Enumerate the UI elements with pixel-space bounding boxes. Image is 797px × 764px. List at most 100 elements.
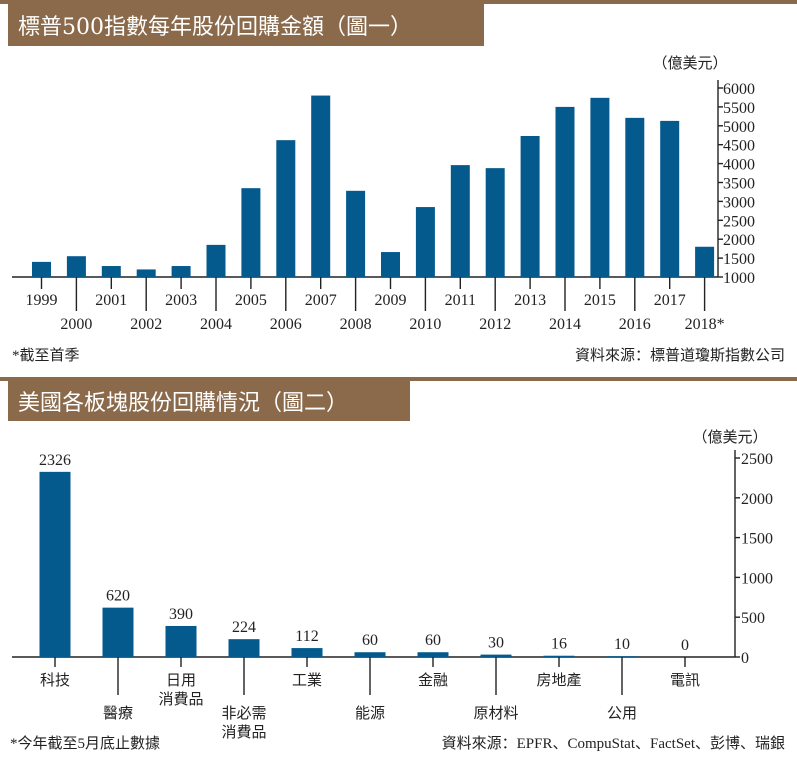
bar-2017 — [660, 120, 680, 277]
category-label: 原材料 — [473, 705, 518, 722]
y-tick-label: 5000 — [723, 119, 755, 136]
bar-非必需消費品 — [228, 639, 260, 657]
value-label: 224 — [232, 619, 256, 636]
bar-2009 — [381, 252, 400, 277]
y-tick-label: 1000 — [741, 570, 773, 587]
category-label: 電訊 — [670, 672, 700, 689]
bar-2002 — [136, 269, 156, 277]
header-rule-1 — [0, 0, 797, 4]
y-tick-label: 2000 — [741, 491, 773, 508]
category-label: 工業 — [292, 672, 322, 689]
bar-房地產 — [543, 655, 575, 657]
y-tick-label: 1500 — [723, 251, 755, 268]
y-tick-label: 0 — [741, 650, 749, 667]
category-label: 科技 — [40, 672, 70, 689]
chart2-note: *今年截至5月底止數據 — [10, 735, 160, 752]
category-label: 日用消費品 — [158, 673, 203, 708]
y-tick-label: 2000 — [723, 232, 755, 249]
chart2-plot: 0 500 1000 1500 2000 2500 2326 科技 620 醫療 390 日用消費品 2… — [12, 450, 773, 741]
x-tick-label: 2002 — [130, 316, 162, 333]
x-tick-label: 2014 — [549, 316, 581, 333]
bar-2011 — [450, 165, 470, 277]
bar-醫療 — [102, 607, 134, 657]
chart1-unit: （億美元） — [652, 55, 727, 72]
bar-2007 — [311, 95, 331, 277]
value-label: 0 — [681, 637, 689, 654]
y-tick-label: 2500 — [741, 451, 773, 468]
category-label: 公用 — [607, 706, 637, 722]
value-label: 60 — [425, 632, 441, 649]
x-tick-label: 2016 — [619, 316, 651, 333]
value-label: 2326 — [39, 452, 71, 469]
bar-能源 — [354, 652, 386, 657]
y-tick-label: 500 — [741, 610, 765, 627]
chart2-source: 資料來源：EPFR、CompuStat、FactSet、彭博、瑞銀 — [442, 735, 785, 752]
y-tick-label: 4000 — [723, 157, 755, 174]
y-tick-label: 1500 — [741, 531, 773, 548]
bar-2006 — [276, 140, 296, 277]
category-label: 非必需消費品 — [221, 705, 266, 741]
bar-2000 — [66, 256, 86, 277]
chart2-title-bg — [8, 381, 410, 421]
chart2-title: 美國各板塊股份回購情況（圖二） — [18, 391, 348, 416]
header-rule-2 — [0, 377, 797, 381]
x-tick-label: 2018* — [685, 316, 725, 333]
y-tick-label: 2500 — [723, 213, 755, 230]
bar-2010 — [415, 207, 435, 277]
x-tick-label: 2008 — [340, 316, 372, 333]
x-tick-label: 2000 — [60, 316, 92, 333]
bar-日用消費品 — [165, 625, 197, 657]
category-label: 醫療 — [103, 705, 133, 722]
bar-2012 — [485, 168, 505, 277]
bar-金融 — [417, 652, 449, 657]
y-tick-label: 4500 — [723, 138, 755, 155]
bar-2014 — [555, 106, 575, 278]
value-label: 390 — [169, 606, 193, 623]
x-tick-label: 2005 — [235, 292, 267, 309]
x-tick-label: 2013 — [514, 292, 546, 309]
x-tick-label: 2011 — [445, 292, 476, 309]
y-tick-label: 5500 — [723, 100, 755, 117]
bar-2015 — [590, 97, 610, 277]
bar-工業 — [291, 648, 323, 657]
bar-2003 — [171, 266, 191, 277]
chart2-unit: （億美元） — [692, 429, 767, 446]
x-tick-label: 2015 — [584, 292, 616, 309]
bar-2001 — [101, 266, 121, 277]
bar-公用 — [606, 656, 638, 657]
x-tick-label: 1999 — [26, 292, 58, 309]
value-label: 112 — [295, 628, 318, 645]
value-label: 30 — [488, 635, 504, 652]
bar-科技 — [39, 471, 71, 657]
value-label: 620 — [106, 588, 130, 605]
bar-2013 — [520, 136, 540, 277]
value-label: 10 — [614, 636, 630, 653]
category-label: 房地產 — [536, 672, 581, 689]
category-label: 金融 — [418, 672, 448, 689]
y-tick-label: 3000 — [723, 194, 755, 211]
bar-2005 — [241, 188, 261, 277]
y-tick-label: 6000 — [723, 81, 755, 98]
x-tick-label: 2012 — [479, 316, 511, 333]
y-tick-label: 3500 — [723, 176, 755, 193]
x-tick-label: 2010 — [409, 316, 441, 333]
bar-1999 — [32, 261, 51, 277]
y-tick-label: 1000 — [723, 270, 755, 287]
value-label: 60 — [362, 632, 378, 649]
x-tick-label: 2001 — [95, 292, 127, 309]
bar-2016 — [625, 117, 645, 277]
x-tick-label: 2003 — [165, 292, 197, 309]
x-tick-label: 2004 — [200, 316, 232, 333]
bar-2008 — [346, 190, 366, 277]
value-label: 16 — [551, 636, 567, 653]
x-tick-label: 2009 — [375, 292, 407, 309]
chart1-source: 資料來源：標普道瓊斯指數公司 — [575, 347, 785, 364]
category-label: 能源 — [355, 705, 385, 722]
x-tick-label: 2006 — [270, 316, 302, 333]
chart1-note: *截至首季 — [12, 347, 80, 364]
x-tick-label: 2017 — [654, 292, 686, 309]
chart1-title-bg — [8, 4, 484, 46]
x-tick-label: 2007 — [305, 292, 337, 309]
